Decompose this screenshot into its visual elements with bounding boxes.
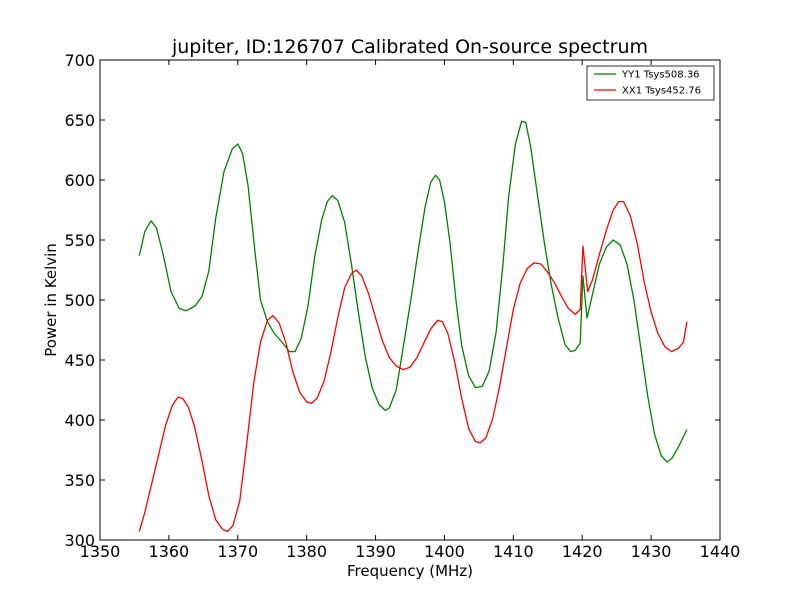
chart-title: jupiter, ID:126707 Calibrated On-source … bbox=[171, 36, 648, 58]
series-line-xx1 bbox=[138, 200, 688, 533]
x-tick-label: 1420 bbox=[562, 542, 603, 561]
x-tick-label: 1350 bbox=[80, 542, 121, 561]
x-tick-label: 1400 bbox=[424, 542, 465, 561]
y-axis-label: Power in Kelvin bbox=[42, 243, 60, 357]
legend: YY1 Tsys508.36 XX1 Tsys452.76 bbox=[586, 65, 715, 101]
y-tick-label: 350 bbox=[64, 471, 95, 490]
y-tick-label: 300 bbox=[64, 531, 95, 550]
y-tick-label: 700 bbox=[64, 51, 95, 70]
x-tick-label: 1380 bbox=[286, 542, 327, 561]
y-tick-label: 650 bbox=[64, 111, 95, 130]
y-tick-label: 550 bbox=[64, 231, 95, 250]
x-axis-label: Frequency (MHz) bbox=[347, 562, 473, 580]
series-lines bbox=[138, 120, 688, 533]
y-tick-label: 600 bbox=[64, 171, 95, 190]
legend-label-yy1: YY1 Tsys508.36 bbox=[621, 70, 700, 81]
legend-label-xx1: XX1 Tsys452.76 bbox=[622, 86, 701, 97]
x-tick-label: 1410 bbox=[493, 542, 534, 561]
x-tick-label: 1360 bbox=[149, 542, 190, 561]
y-tick-label: 500 bbox=[64, 291, 95, 310]
x-tick-label: 1390 bbox=[355, 542, 396, 561]
legend-box bbox=[586, 65, 715, 101]
y-tick-label: 400 bbox=[64, 411, 95, 430]
x-axis-ticks: 1350 1360 1370 1380 1390 1400 1410 1420 1430 1440 bbox=[80, 60, 741, 561]
x-tick-label: 1430 bbox=[631, 542, 672, 561]
x-tick-label: 1370 bbox=[217, 542, 258, 561]
series-line-yy1 bbox=[138, 120, 688, 463]
y-axis-ticks: 300 350 400 450 500 550 600 650 700 bbox=[64, 51, 720, 550]
y-tick-label: 450 bbox=[64, 351, 95, 370]
x-tick-label: 1440 bbox=[700, 542, 741, 561]
